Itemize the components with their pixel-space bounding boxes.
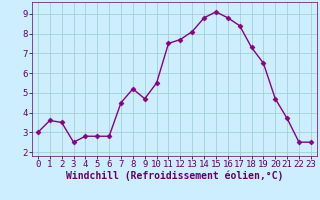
X-axis label: Windchill (Refroidissement éolien,°C): Windchill (Refroidissement éolien,°C) [66, 171, 283, 181]
